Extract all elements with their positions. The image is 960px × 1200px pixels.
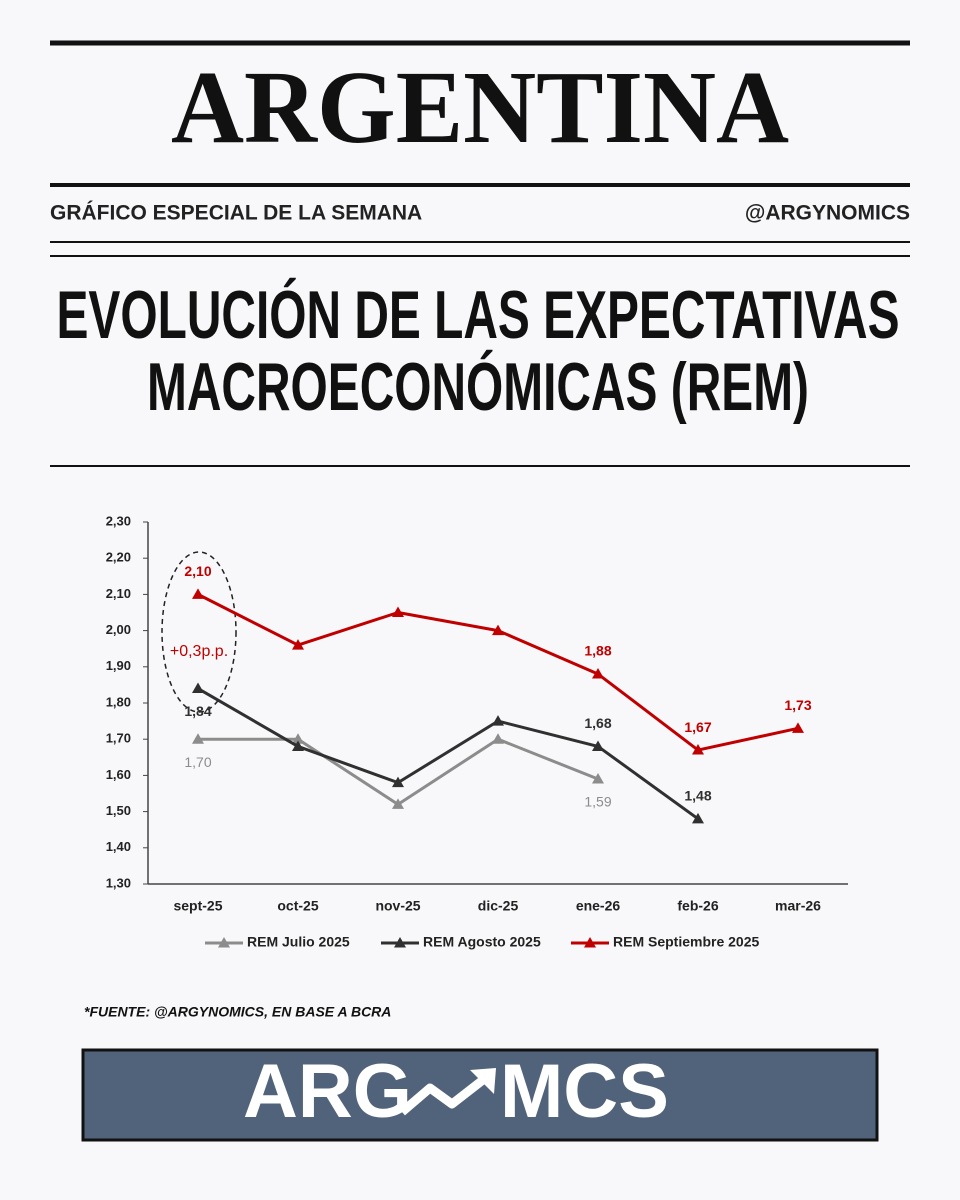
title: EVOLUCIÓN DE LAS EXPECTATIVAS	[57, 277, 900, 353]
data-label: 1,67	[684, 719, 711, 735]
data-label: 1,70	[184, 754, 211, 770]
x-tick-label: sept-25	[173, 898, 222, 914]
data-label: 1,59	[584, 794, 611, 810]
legend-label: REM Julio 2025	[247, 934, 350, 950]
y-tick-label: 1,80	[106, 694, 131, 709]
x-tick-label: ene-26	[576, 898, 621, 914]
data-label: 1,73	[784, 697, 811, 713]
x-tick-label: dic-25	[478, 898, 519, 914]
marker	[292, 639, 304, 650]
logo-banner	[81, 1048, 879, 1142]
y-tick-label: 1,50	[106, 803, 131, 818]
marker	[392, 798, 404, 809]
data-label: 1,68	[584, 715, 611, 731]
marker	[292, 740, 304, 751]
legend-label: REM Septiembre 2025	[613, 934, 759, 950]
logo-text: MCS	[500, 1049, 669, 1134]
logo-text: ARG	[243, 1049, 412, 1134]
y-tick-label: 1,90	[106, 658, 131, 673]
marker	[192, 588, 204, 599]
marker	[292, 733, 304, 744]
y-tick-label: 2,20	[106, 550, 131, 565]
masthead: ARGENTINA	[171, 50, 789, 165]
y-tick-label: 1,30	[106, 875, 131, 890]
y-tick-label: 2,00	[106, 622, 131, 637]
x-tick-label: feb-26	[677, 898, 718, 914]
data-label: 1,84	[184, 703, 211, 719]
marker	[692, 744, 704, 755]
marker	[492, 715, 504, 726]
y-tick-label: 2,30	[106, 513, 131, 528]
marker	[692, 812, 704, 824]
y-tick-label: 1,60	[106, 767, 131, 782]
title: MACROECONÓMICAS (REM)	[147, 349, 809, 425]
x-tick-label: oct-25	[277, 898, 318, 914]
marker	[792, 722, 804, 733]
legend-label: REM Agosto 2025	[423, 934, 541, 950]
y-tick-label: 1,70	[106, 731, 131, 746]
marker	[392, 776, 404, 788]
x-tick-label: nov-25	[375, 898, 420, 914]
legend-marker	[394, 937, 406, 948]
y-tick-label: 1,40	[106, 839, 131, 854]
logo-icon	[399, 1072, 491, 1116]
legend-marker	[218, 937, 230, 948]
marker	[492, 624, 504, 636]
data-label: 1,88	[584, 643, 611, 659]
marker	[592, 668, 604, 679]
marker	[392, 606, 404, 617]
marker	[592, 773, 604, 784]
marker	[492, 733, 504, 744]
marker	[592, 740, 604, 751]
data-label: 1,48	[684, 788, 711, 804]
source: *FUENTE: @ARGYNOMICS, EN BASE A BCRA	[84, 1004, 391, 1020]
y-tick-label: 2,10	[106, 586, 131, 601]
marker	[192, 682, 204, 694]
x-tick-label: mar-26	[775, 898, 821, 914]
handle: @ARGYNOMICS	[745, 202, 910, 225]
data-label: 2,10	[184, 563, 211, 579]
highlight-ellipse	[161, 551, 237, 713]
logo-icon	[470, 1068, 496, 1094]
section: GRÁFICO ESPECIAL DE LA SEMANA	[50, 202, 422, 225]
annotation: +0,3p.p.	[170, 643, 228, 660]
series-line	[197, 687, 699, 821]
marker	[192, 733, 204, 744]
legend-marker	[584, 937, 596, 948]
